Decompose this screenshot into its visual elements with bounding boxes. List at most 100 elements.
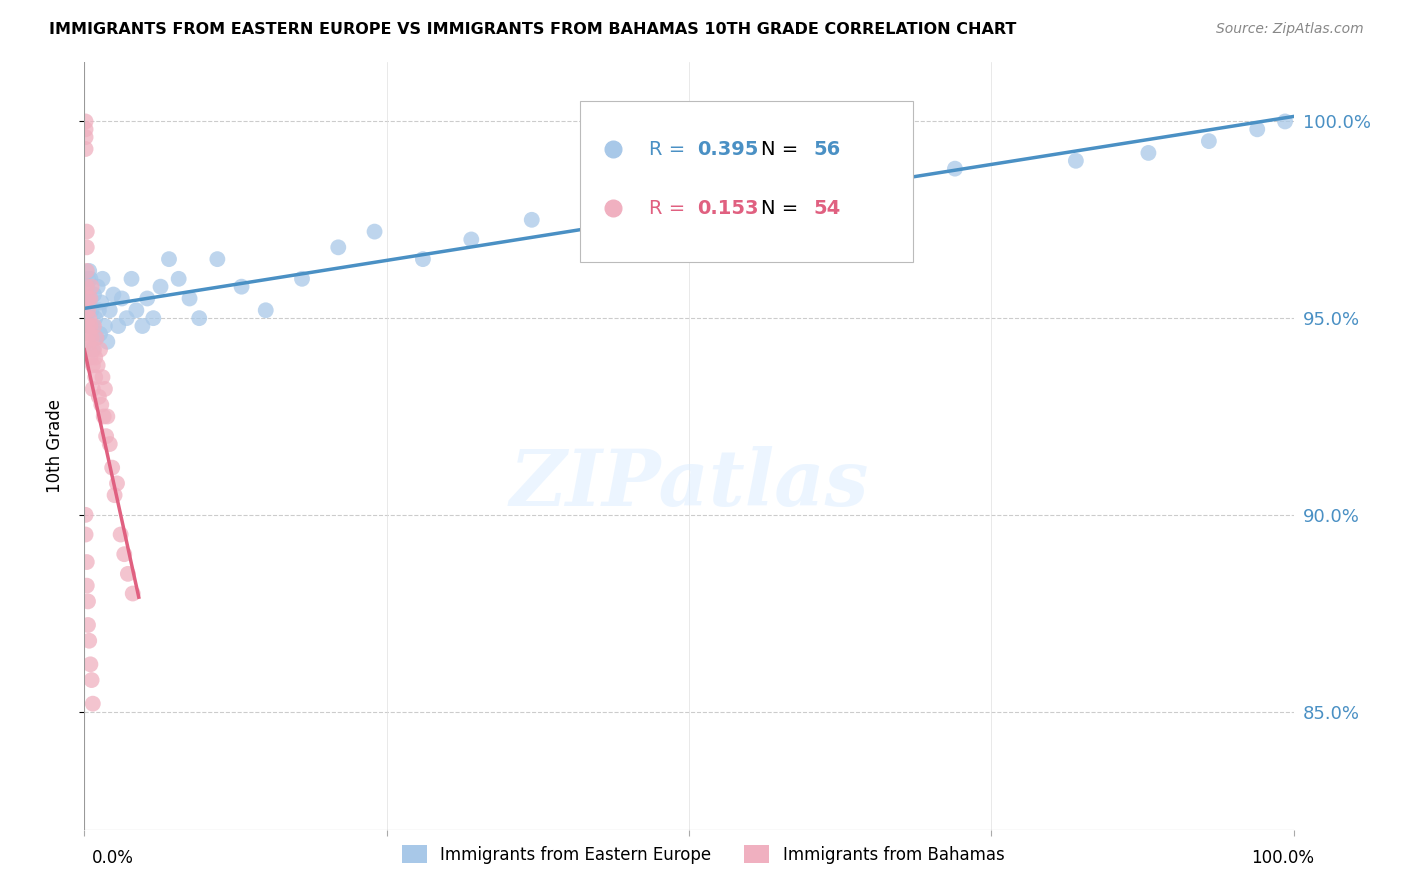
Point xyxy=(943,161,966,176)
Point xyxy=(142,311,165,326)
Point xyxy=(77,303,100,318)
Point xyxy=(77,292,100,306)
Point xyxy=(86,331,108,345)
Text: 100.0%: 100.0% xyxy=(1251,849,1315,867)
Point xyxy=(90,398,112,412)
Point xyxy=(136,292,159,306)
Point xyxy=(1246,122,1268,136)
Point xyxy=(82,343,104,357)
Point xyxy=(77,299,100,313)
Point xyxy=(107,318,129,333)
Point xyxy=(131,318,153,333)
Point xyxy=(75,142,97,156)
Text: 0.0%: 0.0% xyxy=(91,849,134,867)
Point xyxy=(76,240,98,254)
Text: 54: 54 xyxy=(814,199,841,218)
Point xyxy=(87,303,110,318)
Point xyxy=(77,318,100,333)
Point xyxy=(76,279,98,293)
Point xyxy=(111,292,134,306)
Point xyxy=(79,272,101,286)
Point xyxy=(77,311,100,326)
Point xyxy=(412,252,434,267)
Point xyxy=(207,252,229,267)
Point xyxy=(82,382,104,396)
Text: R =: R = xyxy=(650,199,692,218)
Point xyxy=(94,382,117,396)
Point xyxy=(460,232,482,246)
Point xyxy=(75,130,97,145)
Point xyxy=(117,566,139,581)
Point xyxy=(80,331,103,345)
Point xyxy=(89,343,111,357)
Point xyxy=(149,279,172,293)
Point xyxy=(84,370,107,384)
Point xyxy=(91,370,114,384)
Text: R =: R = xyxy=(650,140,692,159)
Point xyxy=(654,193,676,207)
Point xyxy=(103,287,125,301)
Point xyxy=(76,225,98,239)
Point xyxy=(520,212,543,227)
Point xyxy=(1198,134,1220,148)
Text: 0.395: 0.395 xyxy=(697,140,759,159)
Point xyxy=(77,264,100,278)
Point xyxy=(80,673,103,687)
Point xyxy=(76,292,98,306)
Point xyxy=(1274,114,1296,128)
Point xyxy=(363,225,385,239)
Point xyxy=(231,279,253,293)
Point xyxy=(79,292,101,306)
Text: N =: N = xyxy=(762,199,806,218)
Point xyxy=(101,460,124,475)
Point xyxy=(79,657,101,672)
Point xyxy=(84,311,107,326)
Point xyxy=(80,279,103,293)
Point xyxy=(110,527,132,541)
Point xyxy=(79,292,101,306)
Point xyxy=(86,359,108,373)
Point xyxy=(75,527,97,541)
Point xyxy=(328,240,350,254)
Point xyxy=(104,488,127,502)
Y-axis label: 10th Grade: 10th Grade xyxy=(45,399,63,493)
Point xyxy=(96,334,118,349)
Point xyxy=(94,318,117,333)
Point xyxy=(76,555,98,569)
Point xyxy=(83,318,105,333)
Point xyxy=(77,326,100,341)
Point xyxy=(91,272,114,286)
Text: ZIPatlas: ZIPatlas xyxy=(509,446,869,523)
Text: Source: ZipAtlas.com: Source: ZipAtlas.com xyxy=(1216,22,1364,37)
Point xyxy=(75,114,97,128)
Point xyxy=(76,579,98,593)
Point xyxy=(82,359,104,373)
Point xyxy=(835,173,858,187)
Point xyxy=(77,318,100,333)
Point xyxy=(96,409,118,424)
Point xyxy=(167,272,190,286)
Point xyxy=(121,586,143,600)
Text: 0.153: 0.153 xyxy=(697,199,759,218)
Point xyxy=(77,618,100,632)
Point xyxy=(291,272,314,286)
Point xyxy=(125,303,148,318)
Point xyxy=(90,295,112,310)
Point xyxy=(79,351,101,365)
Point xyxy=(98,303,121,318)
Point xyxy=(75,122,97,136)
Point xyxy=(76,264,98,278)
Point xyxy=(84,351,107,365)
Point xyxy=(157,252,180,267)
Point xyxy=(83,343,105,357)
Point xyxy=(112,547,135,561)
Legend: Immigrants from Eastern Europe, Immigrants from Bahamas: Immigrants from Eastern Europe, Immigran… xyxy=(395,838,1011,871)
Point xyxy=(82,697,104,711)
Point xyxy=(77,633,100,648)
Point xyxy=(254,303,277,318)
Point xyxy=(105,476,128,491)
Point xyxy=(77,272,100,286)
Point xyxy=(98,437,121,451)
Point xyxy=(82,318,104,333)
Point xyxy=(188,311,211,326)
